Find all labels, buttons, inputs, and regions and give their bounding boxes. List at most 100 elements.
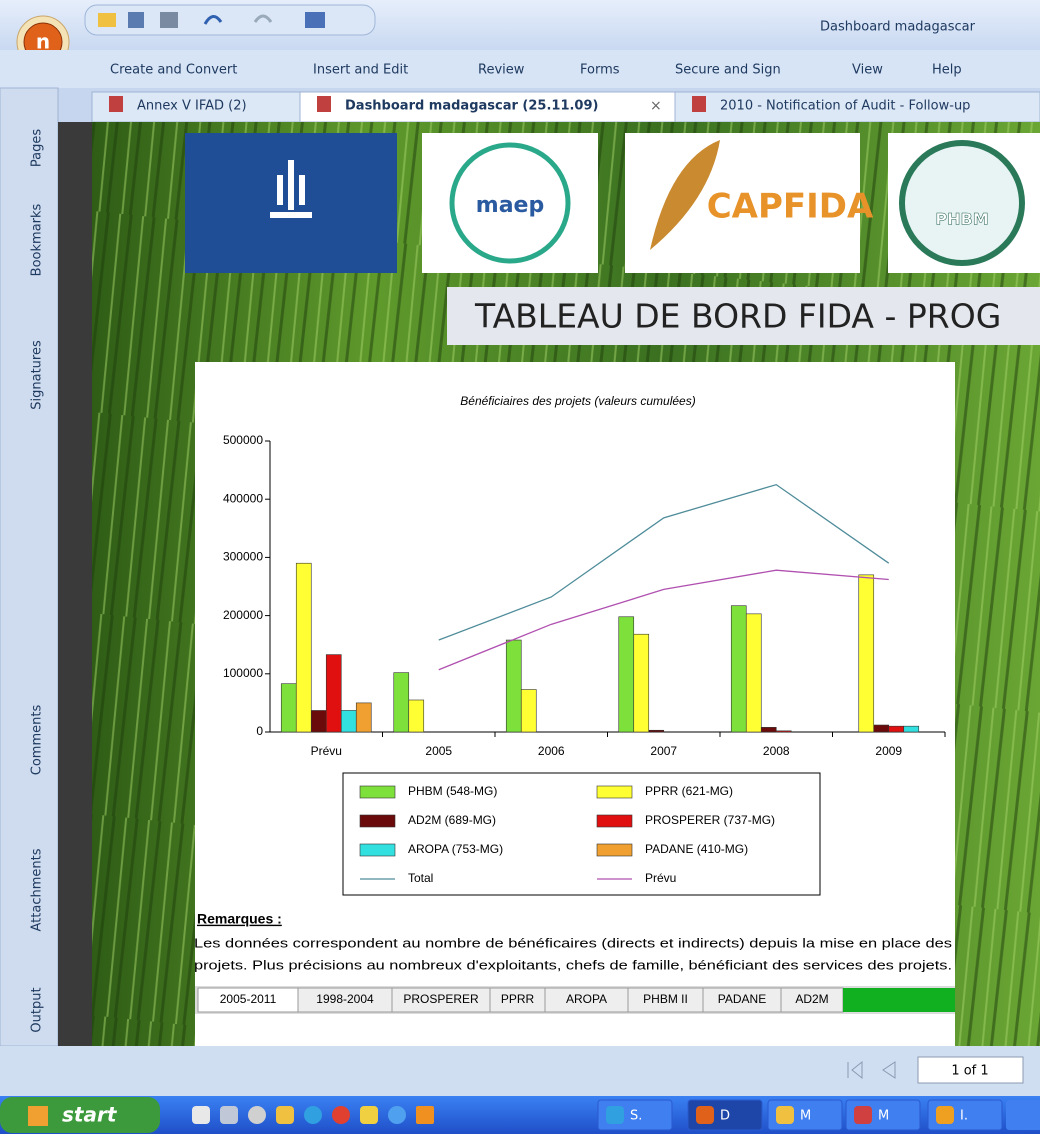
menu-item[interactable]: Review xyxy=(478,63,525,78)
legend-swatch xyxy=(360,844,395,856)
quick-launch-icon[interactable] xyxy=(220,1106,238,1124)
y-tick-label: 200000 xyxy=(223,608,263,622)
y-tick-label: 100000 xyxy=(223,666,263,680)
quick-launch xyxy=(192,1106,434,1124)
y-tick-label: 500000 xyxy=(223,433,263,447)
sheet-tab-filler xyxy=(843,988,955,1012)
menu-item[interactable]: Insert and Edit xyxy=(313,63,408,78)
logo-phbm-ring xyxy=(902,143,1022,263)
bar xyxy=(356,703,371,732)
x-tick-label: 2005 xyxy=(425,744,452,758)
bar xyxy=(859,575,874,732)
legend-label: Prévu xyxy=(645,871,676,885)
legend-label: PHBM (548-MG) xyxy=(408,784,497,798)
task-label: M xyxy=(800,1109,811,1124)
sheet-tab-label: PPRR xyxy=(501,992,535,1006)
bar xyxy=(649,730,664,732)
x-tick-label: 2009 xyxy=(875,744,902,758)
menu-item[interactable]: View xyxy=(852,63,883,78)
side-panel-label[interactable]: Attachments xyxy=(30,848,45,931)
quick-launch-icon[interactable] xyxy=(248,1106,266,1124)
document-tab-label: 2010 - Notification of Audit - Follow-up xyxy=(720,99,970,114)
quick-launch-icon[interactable] xyxy=(304,1106,322,1124)
quick-launch-icon[interactable] xyxy=(192,1106,210,1124)
quick-launch-icon[interactable] xyxy=(332,1106,350,1124)
task-label: I. xyxy=(960,1109,968,1124)
side-panel-label[interactable]: Comments xyxy=(30,705,45,776)
menu-item[interactable]: Forms xyxy=(580,63,620,78)
task-label: D xyxy=(720,1109,730,1124)
screen: n Dashboard madagascar Create and Conver… xyxy=(0,0,1040,1134)
x-tick-label: 2008 xyxy=(763,744,790,758)
pdf-icon xyxy=(317,96,331,112)
bar xyxy=(281,684,296,732)
close-tab[interactable]: × xyxy=(650,98,662,114)
bar xyxy=(296,563,311,732)
menu-item[interactable]: Secure and Sign xyxy=(675,63,781,78)
legend-label: PADANE (410-MG) xyxy=(645,842,748,856)
remarks-line: Les données correspondent au nombre de b… xyxy=(194,935,953,950)
pdf-icon xyxy=(109,96,123,112)
quick-launch-icon[interactable] xyxy=(416,1106,434,1124)
side-panel-label[interactable]: Signatures xyxy=(30,340,45,410)
side-panel-label[interactable]: Output xyxy=(30,987,45,1032)
tabs: Annex V IFAD (2)Dashboard madagascar (25… xyxy=(92,92,1040,122)
logo-capfida: CAPFIDA xyxy=(707,187,874,227)
quick-launch-icon[interactable] xyxy=(388,1106,406,1124)
legend-swatch xyxy=(597,786,632,798)
task-label: S. xyxy=(630,1109,642,1124)
bar xyxy=(409,700,424,732)
bar xyxy=(731,606,746,732)
bar xyxy=(394,673,409,732)
bar xyxy=(904,726,919,732)
open-icon[interactable] xyxy=(98,13,116,27)
bar xyxy=(506,640,521,732)
bar xyxy=(619,617,634,732)
bar xyxy=(311,710,326,732)
side-panel-label[interactable]: Pages xyxy=(30,129,45,167)
legend-label: PPRR (621-MG) xyxy=(645,784,733,798)
logo-maep: maep xyxy=(476,193,544,218)
print-icon[interactable] xyxy=(160,12,178,28)
menu-item[interactable]: Create and Convert xyxy=(110,63,237,78)
save-icon[interactable] xyxy=(128,12,144,28)
y-tick-label: 400000 xyxy=(223,491,263,505)
windows-logo xyxy=(28,1106,48,1126)
task-icon xyxy=(936,1106,954,1124)
bar xyxy=(761,727,776,732)
task-icon xyxy=(606,1106,624,1124)
side-panel-label[interactable]: Bookmarks xyxy=(30,203,45,276)
pdf-icon xyxy=(692,96,706,112)
task-label: M xyxy=(878,1109,889,1124)
legend-label: AROPA (753-MG) xyxy=(408,842,503,856)
sheet-tab-label: AROPA xyxy=(566,992,607,1006)
bar xyxy=(326,655,341,732)
page-indicator: 1 of 1 xyxy=(951,1064,988,1079)
start-label: start xyxy=(62,1103,118,1127)
page: { "window": { "title": "Dashboard madaga… xyxy=(0,0,1040,1134)
doc-margin xyxy=(58,122,92,1046)
view-icon[interactable] xyxy=(305,12,325,28)
quick-launch-icon[interactable] xyxy=(360,1106,378,1124)
legend-swatch xyxy=(360,786,395,798)
x-tick-label: Prévu xyxy=(311,744,342,758)
chart-title: Bénéficiaires des projets (valeurs cumul… xyxy=(460,394,695,408)
menu-item[interactable]: Help xyxy=(932,63,962,78)
legend-swatch xyxy=(360,815,395,827)
task-icon xyxy=(696,1106,714,1124)
logo-phbm: PHBM xyxy=(935,210,988,229)
sheet-tab-label: 2005-2011 xyxy=(220,992,277,1006)
banner-title: TABLEAU DE BORD FIDA - PROG xyxy=(474,297,1001,336)
bar xyxy=(634,634,649,732)
task-icon xyxy=(776,1106,794,1124)
legend-swatch xyxy=(597,815,632,827)
taskbar-tasks: S. D M M I. xyxy=(598,1100,1040,1130)
bar xyxy=(521,690,536,732)
quick-launch-icon[interactable] xyxy=(276,1106,294,1124)
sheet-tab-label: AD2M xyxy=(795,992,828,1006)
sheet-tab-label: 1998-2004 xyxy=(316,992,374,1006)
orb-glyph: n xyxy=(36,30,50,54)
task-button[interactable] xyxy=(1006,1100,1040,1130)
legend-label: Total xyxy=(408,871,433,885)
